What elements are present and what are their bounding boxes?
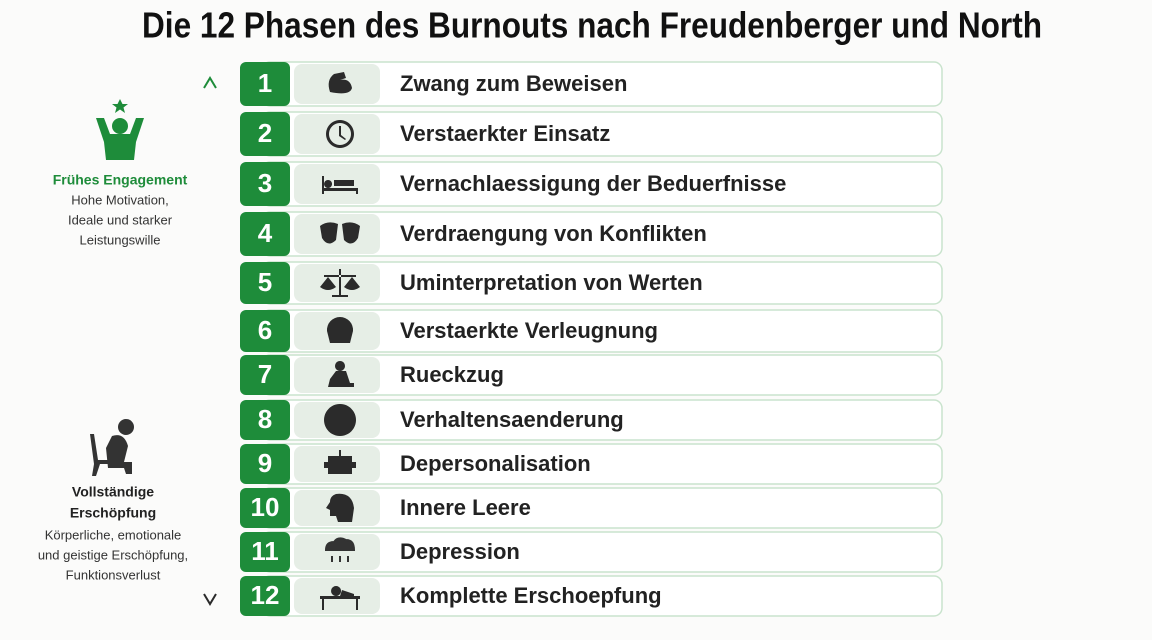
- timeline-arrow: [203, 76, 217, 606]
- phase-row: 10 Innere Leere: [240, 487, 943, 529]
- early-description: Ideale und starker: [68, 212, 173, 227]
- phase-label: Verhaltensaenderung: [400, 407, 624, 432]
- phase-number: 12: [251, 580, 280, 610]
- late-description: Körperliche, emotionale: [45, 527, 182, 542]
- early-description: Leistungswille: [80, 232, 161, 247]
- late-description: und geistige Erschöpfung,: [38, 547, 188, 562]
- late-description: Funktionsverlust: [66, 567, 161, 582]
- phase-icon: [320, 269, 360, 297]
- phase-icon: [324, 537, 356, 562]
- number-box: [240, 400, 290, 440]
- phase-label: Innere Leere: [400, 495, 531, 520]
- number-box: [240, 576, 290, 616]
- phase-row: 2 Verstaerkter Einsatz: [240, 111, 943, 157]
- phase-icon: [324, 450, 356, 474]
- phase-row: 3 Vernachlaessigung der Beduerfnisse: [240, 161, 943, 207]
- phase-number: 8: [258, 404, 272, 434]
- early-heading: Frühes Engagement: [53, 172, 188, 188]
- phase-icon: [328, 72, 352, 94]
- number-box: [240, 310, 290, 352]
- phase-row: 7 Rueckzug: [240, 354, 943, 396]
- phase-number: 6: [258, 315, 272, 345]
- phase-label: Uminterpretation von Werten: [400, 270, 703, 295]
- phase-row: 8 Verhaltensaenderung: [240, 399, 943, 441]
- phase-row: 4 Verdraengung von Konflikten: [240, 211, 943, 257]
- phase-row: 6 Verstaerkte Verleugnung: [240, 309, 943, 353]
- phase-number: 5: [258, 267, 272, 297]
- phase-label: Verstaerkter Einsatz: [400, 121, 610, 146]
- icon-box: [294, 114, 380, 154]
- phase-label: Verdraengung von Konflikten: [400, 221, 707, 246]
- phase-icon: [328, 361, 354, 387]
- number-box: [240, 112, 290, 156]
- phase-label: Depersonalisation: [400, 451, 591, 476]
- late-heading: Erschöpfung: [70, 505, 156, 521]
- number-box: [240, 262, 290, 304]
- phase-number: 11: [251, 536, 279, 566]
- icon-box: [294, 214, 380, 254]
- phase-label: Rueckzug: [400, 362, 504, 387]
- phase-icon: [324, 404, 357, 436]
- phase-icon: [326, 493, 354, 522]
- phase-label: Verstaerkte Verleugnung: [400, 318, 658, 343]
- phase-label: Komplette Erschoepfung: [400, 583, 662, 608]
- early-description: Hohe Motivation,: [71, 192, 169, 207]
- phase-icon: [320, 586, 360, 610]
- number-box: [240, 212, 290, 256]
- number-box: [240, 355, 290, 395]
- icon-box: [294, 534, 380, 570]
- phase-row: 5 Uminterpretation von Werten: [240, 261, 943, 305]
- title: Die 12 Phasen des Burnouts nach Freudenb…: [142, 5, 1042, 46]
- late-figure: [90, 419, 134, 476]
- phase-row: 11 Depression: [240, 531, 943, 573]
- number-box: [240, 444, 290, 484]
- phase-label: Vernachlaessigung der Beduerfnisse: [400, 171, 786, 196]
- phase-number: 7: [258, 359, 272, 389]
- phase-number: 1: [258, 68, 272, 98]
- phase-label: Depression: [400, 539, 520, 564]
- early-figure: [96, 99, 144, 160]
- number-box: [240, 532, 290, 572]
- late-heading: Vollständige: [72, 484, 154, 500]
- phase-row: 12 Komplette Erschoepfung: [240, 575, 943, 617]
- phase-label: Zwang zum Beweisen: [400, 71, 627, 96]
- phase-icon: [326, 316, 354, 343]
- phase-number: 2: [258, 118, 272, 148]
- number-box: [240, 488, 290, 528]
- phase-number: 10: [251, 492, 280, 522]
- phase-number: 9: [258, 448, 272, 478]
- phase-number: 3: [258, 168, 272, 198]
- phase-icon: [320, 222, 360, 244]
- phase-icon: [322, 176, 358, 194]
- phase-number: 4: [258, 218, 273, 248]
- number-box: [240, 162, 290, 206]
- number-box: [240, 62, 290, 106]
- phase-row: 1 Zwang zum Beweisen: [240, 61, 943, 107]
- icon-box: [294, 264, 380, 302]
- phase-row: 9 Depersonalisation: [240, 443, 943, 485]
- phase-icon: [326, 120, 355, 148]
